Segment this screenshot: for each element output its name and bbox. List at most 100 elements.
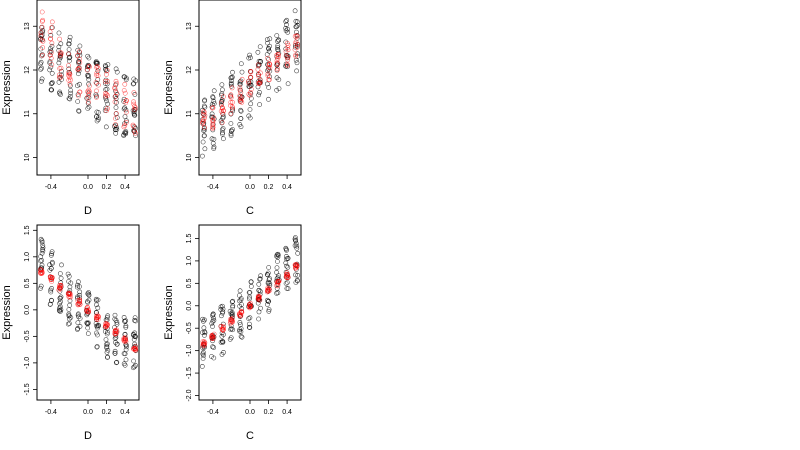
data-point-black xyxy=(123,324,129,330)
data-point-black xyxy=(123,347,129,353)
data-point-red xyxy=(38,270,43,276)
data-point-red xyxy=(228,111,234,116)
data-point-black xyxy=(103,337,109,342)
data-point-black xyxy=(122,114,128,119)
data-point-black xyxy=(199,364,205,369)
y-tick-label: -1.5 xyxy=(24,383,31,395)
data-point-red xyxy=(113,328,119,334)
data-point-black xyxy=(237,122,243,127)
data-point-black xyxy=(275,254,281,260)
data-point-red xyxy=(246,78,251,84)
data-point-black xyxy=(67,34,73,40)
data-point-black xyxy=(285,286,291,291)
data-point-black xyxy=(123,75,129,81)
data-point-red xyxy=(210,121,216,127)
data-point-black xyxy=(59,68,64,74)
data-point-black xyxy=(56,44,62,50)
panel-d-bottom: -0.4 0.0 0.2 0.4 -1.5 -1.0 -0.5 0.0 0.5 1.0 1.5 D Ex… xyxy=(1,224,140,442)
data-point-black xyxy=(40,28,46,33)
data-point-black xyxy=(47,262,52,268)
data-point-black xyxy=(230,304,235,310)
y-axis-title: Expression xyxy=(1,60,13,114)
data-point-black xyxy=(105,101,111,107)
data-point-black xyxy=(48,287,53,293)
data-point-black xyxy=(48,81,54,87)
data-point-red xyxy=(85,95,90,100)
data-point-red xyxy=(86,92,92,98)
data-point-red xyxy=(274,283,279,288)
data-point-black xyxy=(39,76,45,82)
data-point-red xyxy=(38,30,44,36)
data-point-black xyxy=(246,290,252,295)
y-axis-title: Expression xyxy=(163,285,175,339)
data-point-black xyxy=(39,25,44,30)
data-point-black xyxy=(57,90,62,96)
data-point-black xyxy=(38,258,43,264)
data-point-red xyxy=(256,295,261,300)
data-point-black xyxy=(229,326,234,332)
data-point-black xyxy=(219,313,224,319)
data-point-red xyxy=(221,94,226,100)
data-point-black xyxy=(112,348,118,354)
data-point-black xyxy=(211,355,217,361)
data-point-red xyxy=(228,92,234,98)
data-point-black xyxy=(228,131,234,137)
data-point-black xyxy=(285,256,291,261)
data-point-red xyxy=(48,50,54,55)
data-point-red xyxy=(123,338,128,343)
data-point-black xyxy=(256,281,262,287)
data-point-black xyxy=(293,57,299,63)
data-point-red xyxy=(238,90,244,95)
data-point-red xyxy=(94,312,100,318)
x-axis-title: C xyxy=(246,205,254,217)
data-point-red xyxy=(68,77,73,83)
data-point-black xyxy=(86,74,91,80)
data-point-black xyxy=(132,315,138,321)
data-point-red xyxy=(248,90,253,95)
data-point-black xyxy=(38,66,44,72)
data-point-red xyxy=(210,123,216,129)
y-tick-label: 1.0 xyxy=(24,252,31,262)
data-point-red xyxy=(38,267,44,273)
data-point-red xyxy=(102,79,108,84)
data-point-black xyxy=(57,271,63,276)
data-point-black xyxy=(122,318,127,324)
data-point-black xyxy=(94,323,100,329)
data-point-black xyxy=(113,122,119,128)
data-point-black xyxy=(49,80,55,85)
data-point-black xyxy=(283,19,289,24)
data-point-black xyxy=(294,243,300,249)
data-point-black xyxy=(211,101,217,106)
data-point-black xyxy=(219,352,225,357)
data-point-black xyxy=(77,43,83,49)
data-point-red xyxy=(285,47,291,53)
data-point-black xyxy=(211,146,217,151)
data-point-red xyxy=(248,74,253,80)
data-point-red xyxy=(86,63,92,69)
x-tick-label: 0.2 xyxy=(264,184,274,191)
data-point-black xyxy=(121,351,127,356)
data-point-black xyxy=(49,249,55,255)
x-tick-label: 0.4 xyxy=(282,184,292,191)
data-point-red xyxy=(219,120,225,125)
data-point-black xyxy=(227,336,233,342)
data-point-black xyxy=(57,295,63,301)
data-point-black xyxy=(113,317,119,323)
data-point-black xyxy=(84,320,90,326)
x-tick-label: 0.0 xyxy=(83,184,93,191)
data-point-red xyxy=(85,304,90,310)
data-point-red xyxy=(220,325,226,330)
data-point-black xyxy=(239,334,245,340)
y-tick-label: -1.0 xyxy=(186,345,193,357)
data-point-red xyxy=(283,273,289,279)
data-point-red xyxy=(85,67,90,73)
data-point-red xyxy=(275,52,281,57)
data-point-black xyxy=(57,305,62,311)
data-point-red xyxy=(95,66,101,72)
data-point-red xyxy=(229,85,235,91)
data-point-red xyxy=(96,82,101,88)
data-point-black xyxy=(237,293,242,298)
data-point-black xyxy=(274,286,280,291)
data-point-black xyxy=(209,354,214,359)
data-point-red xyxy=(112,85,117,91)
